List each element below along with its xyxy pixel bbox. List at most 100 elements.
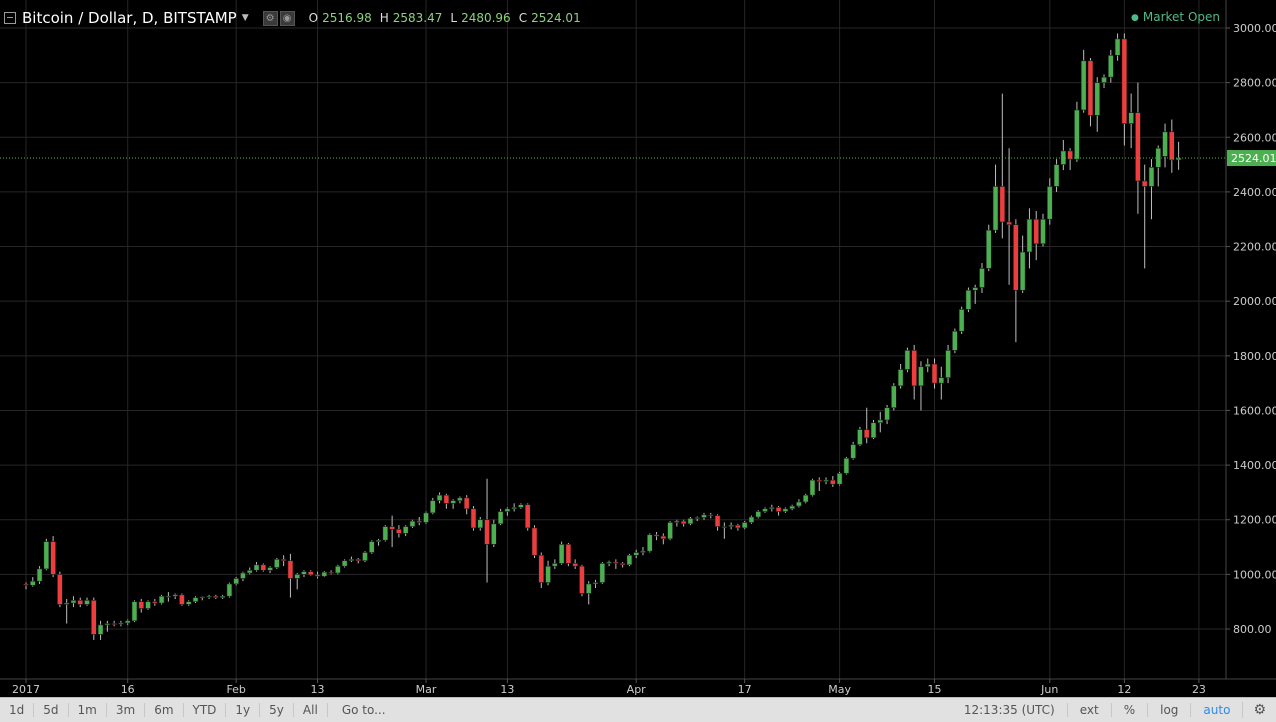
candle[interactable] (830, 476, 836, 487)
candle[interactable] (1108, 49, 1114, 83)
candle[interactable] (1033, 211, 1040, 261)
candle[interactable] (314, 571, 321, 579)
candle[interactable] (1094, 77, 1101, 132)
candle[interactable] (226, 582, 233, 598)
candle[interactable] (762, 507, 768, 513)
candle[interactable] (579, 564, 585, 597)
candle[interactable] (911, 344, 917, 400)
candle[interactable] (416, 516, 423, 526)
goto-button[interactable]: Go to... (341, 703, 386, 717)
candle[interactable] (592, 579, 599, 589)
candle[interactable] (355, 557, 362, 564)
candle[interactable] (836, 471, 843, 486)
candle[interactable] (50, 536, 56, 578)
candle[interactable] (199, 596, 206, 601)
candle[interactable] (884, 404, 890, 425)
candle[interactable] (979, 262, 985, 293)
timeframe-1m[interactable]: 1m (69, 703, 107, 717)
candle[interactable] (158, 594, 165, 605)
candle[interactable] (965, 287, 972, 313)
candle[interactable] (552, 559, 558, 569)
auto-toggle[interactable]: auto (1190, 703, 1242, 717)
candle[interactable] (1040, 213, 1046, 247)
settings-icon[interactable]: ⚙ (262, 10, 278, 26)
candle[interactable] (992, 164, 999, 233)
candle[interactable] (423, 511, 429, 524)
candle[interactable] (1074, 101, 1080, 162)
candle[interactable] (985, 224, 992, 272)
candle[interactable] (850, 441, 856, 460)
candle[interactable] (687, 516, 694, 526)
candle[interactable] (707, 512, 714, 519)
candle[interactable] (484, 478, 490, 583)
candle[interactable] (1141, 164, 1148, 269)
candle[interactable] (619, 562, 626, 568)
candle[interactable] (918, 361, 924, 411)
price-chart[interactable]: 2524.01 800.00 1000.00 1200.00 1400.00 1600.… (0, 0, 1276, 697)
candle[interactable] (1175, 141, 1182, 170)
candle[interactable] (97, 620, 104, 640)
candle[interactable] (1006, 148, 1012, 285)
candle[interactable] (1114, 33, 1121, 61)
candle[interactable] (429, 497, 436, 515)
candle[interactable] (450, 499, 456, 509)
candle[interactable] (782, 507, 789, 513)
candle[interactable] (511, 503, 517, 512)
candle[interactable] (179, 593, 185, 606)
candle[interactable] (531, 525, 538, 558)
candle[interactable] (152, 598, 158, 606)
candle[interactable] (70, 596, 77, 608)
candle[interactable] (1080, 49, 1087, 113)
candle[interactable] (443, 493, 450, 509)
candle[interactable] (701, 512, 707, 520)
candle[interactable] (23, 582, 29, 590)
timeframe-5y[interactable]: 5y (260, 703, 294, 717)
candle[interactable] (389, 515, 395, 548)
timeframe-1y[interactable]: 1y (226, 703, 261, 717)
candle[interactable] (29, 577, 36, 587)
candle[interactable] (131, 600, 138, 623)
timeframe-1d[interactable]: 1d (0, 703, 35, 717)
candle[interactable] (368, 540, 375, 554)
timeframe-3m[interactable]: 3m (107, 703, 146, 717)
candle[interactable] (111, 620, 117, 627)
candle[interactable] (206, 594, 212, 599)
candle[interactable] (382, 525, 389, 542)
candle[interactable] (558, 541, 565, 565)
candle[interactable] (138, 598, 145, 613)
candle[interactable] (1162, 123, 1168, 168)
candle[interactable] (497, 508, 504, 526)
candle[interactable] (1087, 58, 1094, 127)
symbol-title[interactable]: Bitcoin / Dollar, D, BITSTAMP (22, 9, 237, 27)
candle[interactable] (1019, 235, 1026, 293)
candle[interactable] (436, 492, 443, 504)
candle[interactable] (219, 594, 226, 599)
candle[interactable] (768, 504, 775, 512)
candle[interactable] (1046, 178, 1053, 225)
ext-toggle[interactable]: ext (1066, 703, 1111, 717)
candle[interactable] (43, 538, 50, 571)
candle[interactable] (891, 383, 897, 411)
gear-icon[interactable]: ⚙ (1242, 702, 1276, 718)
candle[interactable] (958, 306, 965, 334)
candle[interactable] (192, 596, 199, 604)
candle[interactable] (348, 556, 355, 563)
candle[interactable] (931, 358, 938, 389)
log-toggle[interactable]: log (1147, 703, 1190, 717)
candle[interactable] (1121, 33, 1128, 146)
candle[interactable] (294, 572, 301, 590)
candle[interactable] (518, 503, 524, 509)
time-axis[interactable]: 2017 16 Feb 13 Mar 13 Apr 17 May 15 Jun 12 23 (12, 679, 1206, 696)
candle[interactable] (755, 510, 762, 519)
candle[interactable] (823, 477, 829, 485)
candle[interactable] (1169, 119, 1175, 173)
candle[interactable] (735, 523, 741, 531)
candle[interactable] (240, 571, 246, 582)
price-axis[interactable]: 800.00 1000.00 1200.00 1400.00 1600.00 1800.0… (1226, 22, 1276, 636)
candle[interactable] (1148, 159, 1155, 220)
candle[interactable] (396, 525, 402, 538)
candle[interactable] (253, 562, 260, 572)
candle[interactable] (477, 516, 484, 531)
candle[interactable] (1128, 93, 1134, 149)
candle[interactable] (802, 493, 809, 504)
